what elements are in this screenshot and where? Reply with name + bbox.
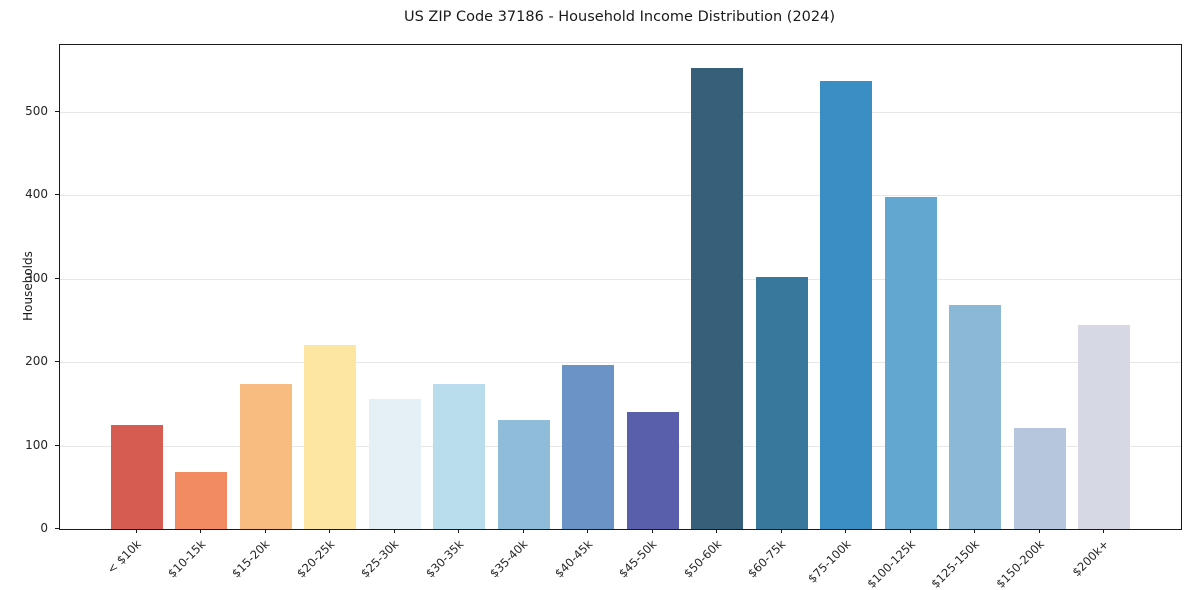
bar-$125-150k	[949, 305, 1002, 529]
y-tick-mark	[55, 277, 59, 279]
bar-$30-35k	[433, 383, 486, 529]
x-tick-mark	[780, 529, 782, 533]
gridline-y-200	[60, 362, 1181, 364]
bar-$40-45k	[562, 365, 615, 529]
x-tick-mark	[264, 529, 266, 533]
bar-$15-20k	[239, 383, 292, 529]
x-tick-mark	[845, 529, 847, 533]
gridline-y-300	[60, 278, 1181, 280]
y-tick-label-200: 200	[25, 354, 48, 369]
x-tick-label-$40-45k: $40-45k	[551, 537, 596, 581]
bar-$20-25k	[304, 345, 357, 529]
bar-$200k+	[1078, 324, 1131, 529]
x-tick-mark	[587, 529, 589, 533]
x-tick-mark	[200, 529, 202, 533]
bar-$60-75k	[755, 276, 808, 529]
x-tick-mark	[1038, 529, 1040, 533]
bar-$25-30k	[368, 398, 421, 529]
y-tick-mark	[55, 528, 59, 530]
x-tick-label-$150-200k: $150-200k	[992, 537, 1047, 590]
x-tick-label-$15-20k: $15-20k	[229, 537, 273, 581]
x-tick-label-$25-30k: $25-30k	[358, 537, 402, 581]
x-tick-mark	[522, 529, 524, 533]
x-tick-mark	[135, 529, 137, 533]
x-tick-label-$60-75k: $60-75k	[745, 537, 789, 581]
x-tick-label-$35-40k: $35-40k	[487, 537, 531, 581]
x-tick-label-< $10k: < $10k	[104, 537, 144, 577]
gridline-y-400	[60, 195, 1181, 197]
x-tick-mark	[393, 529, 395, 533]
x-tick-label-$45-50k: $45-50k	[616, 537, 660, 581]
y-tick-label-500: 500	[25, 103, 48, 118]
x-tick-mark	[458, 529, 460, 533]
x-tick-label-$125-150k: $125-150k	[928, 537, 983, 590]
x-tick-mark	[651, 529, 653, 533]
x-tick-mark	[1103, 529, 1105, 533]
y-tick-mark	[55, 194, 59, 196]
x-tick-label-$200k+: $200k+	[1069, 537, 1112, 580]
chart-title: US ZIP Code 37186 - Household Income Dis…	[403, 9, 836, 25]
x-tick-label-$75-100k: $75-100k	[804, 537, 854, 586]
bar-$45-50k	[626, 412, 679, 529]
y-tick-label-0: 0	[40, 521, 48, 535]
y-axis-label: Households	[21, 251, 35, 321]
plot-area	[59, 44, 1182, 530]
x-tick-mark	[974, 529, 976, 533]
x-tick-label-$50-60k: $50-60k	[680, 537, 725, 581]
x-tick-label-$10-15k: $10-15k	[164, 537, 209, 581]
y-tick-mark	[55, 361, 59, 363]
x-tick-label-$30-35k: $30-35k	[422, 537, 467, 581]
x-tick-mark	[329, 529, 331, 533]
x-tick-label-$100-125k: $100-125k	[863, 537, 918, 590]
bar-$150-200k	[1013, 428, 1066, 529]
bar-$10-15k	[175, 472, 228, 529]
y-tick-mark	[55, 444, 59, 446]
x-tick-mark	[909, 529, 911, 533]
bar-$50-60k	[691, 68, 744, 529]
gridline-y-500	[60, 111, 1181, 113]
bar-< $10k	[110, 424, 163, 529]
x-tick-mark	[716, 529, 718, 533]
gridline-y-100	[60, 445, 1181, 447]
bar-$35-40k	[497, 419, 550, 529]
y-tick-label-400: 400	[25, 187, 48, 202]
y-tick-label-100: 100	[25, 437, 48, 452]
y-tick-label-300: 300	[25, 270, 48, 285]
bar-$75-100k	[820, 80, 873, 529]
x-tick-label-$20-25k: $20-25k	[293, 537, 338, 581]
y-tick-mark	[55, 110, 59, 112]
bar-$100-125k	[884, 196, 937, 529]
